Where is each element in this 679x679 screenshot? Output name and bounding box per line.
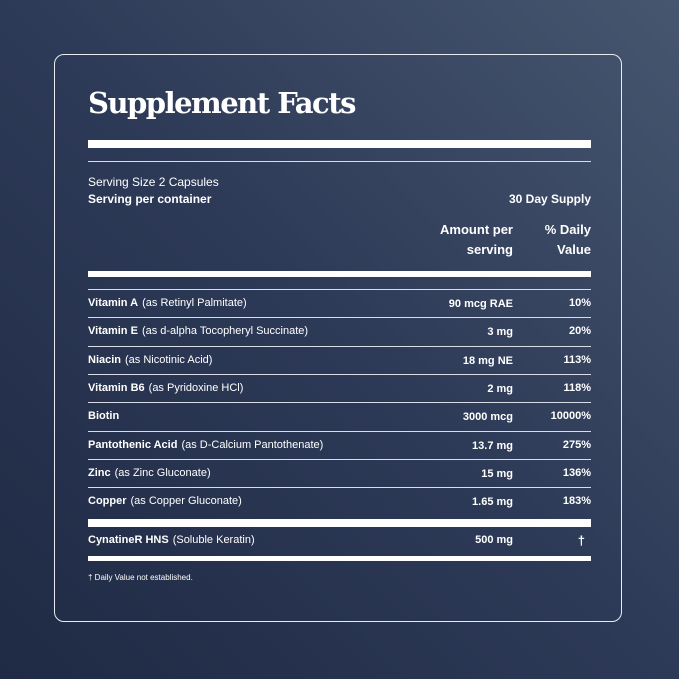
nutrient-source: (as Copper Gluconate) xyxy=(130,495,242,507)
nutrient-name: Pantothenic Acid xyxy=(88,439,178,451)
supplement-facts-card xyxy=(54,54,622,622)
nutrient-name: Vitamin A xyxy=(88,297,139,309)
divider-thin xyxy=(88,161,591,162)
row-divider xyxy=(88,346,591,347)
nutrient-name: Vitamin B6 xyxy=(88,382,145,394)
dagger-mark: † xyxy=(577,533,585,548)
row-divider xyxy=(88,374,591,375)
row-divider xyxy=(88,459,591,460)
nutrient-name: CynatineR HNS xyxy=(88,534,169,546)
nutrient-amount: 13.7 mg xyxy=(472,440,513,452)
nutrient-amount: 1.65 mg xyxy=(472,496,513,508)
nutrient-daily-value: 118% xyxy=(563,382,591,394)
nutrient-row: Vitamin B6 (as Pyridoxine HCl) 2 mg 118% xyxy=(88,374,591,402)
nutrient-row: Niacin (as Nicotinic Acid) 18 mg NE 113% xyxy=(88,346,591,374)
nutrient-source: (as Pyridoxine HCl) xyxy=(148,382,244,394)
nutrient-daily-value: 113% xyxy=(563,354,591,366)
dv-header-line1: % Daily xyxy=(544,222,591,237)
nutrient-daily-value: 183% xyxy=(562,495,591,507)
nutrient-source: (Soluble Keratin) xyxy=(172,534,255,546)
serving-per-container-value: 30 Day Supply xyxy=(508,192,591,206)
serving-per-container-label: Serving per container xyxy=(88,192,212,206)
daily-value-header: % Daily Value xyxy=(545,220,591,260)
nutrient-name: Biotin xyxy=(88,410,120,422)
nutrient-amount: 2 mg xyxy=(487,383,513,395)
nutrient-row: Zinc (as Zinc Gluconate) 15 mg 136% xyxy=(88,459,591,487)
amount-header-line1: Amount per xyxy=(440,222,513,237)
nutrient-source: (as Zinc Gluconate) xyxy=(114,467,211,479)
nutrient-amount: 90 mcg RAE xyxy=(448,298,513,310)
amount-header: Amount per serving xyxy=(440,220,513,260)
nutrient-daily-value: 275% xyxy=(562,439,591,451)
nutrient-amount: 3000 mcg xyxy=(462,411,513,423)
row-divider xyxy=(88,487,591,488)
nutrient-amount: 500 mg xyxy=(475,534,513,546)
nutrient-name: Vitamin E xyxy=(88,325,138,337)
nutrient-source: (as Nicotinic Acid) xyxy=(125,354,213,366)
nutrient-name: Zinc xyxy=(88,467,111,479)
nutrient-daily-value: 136% xyxy=(562,467,591,479)
nutrient-row: Pantothenic Acid (as D-Calcium Pantothena… xyxy=(88,431,591,459)
nutrient-amount: 18 mg NE xyxy=(462,355,513,367)
nutrient-row: Copper (as Copper Gluconate) 1.65 mg 183% xyxy=(88,487,591,515)
nutrient-source: (as Retinyl Palmitate) xyxy=(142,297,247,309)
row-divider xyxy=(88,317,591,318)
nutrient-amount: 3 mg xyxy=(487,326,513,338)
page-title: Supplement Facts xyxy=(88,86,356,120)
amount-header-line2: serving xyxy=(466,242,513,257)
divider-thick xyxy=(88,140,591,148)
nutrient-daily-value: 20% xyxy=(568,325,591,337)
nutrient-name: Copper xyxy=(88,495,127,507)
nutrient-row-other: CynatineR HNS (Soluble Keratin) 500 mg † xyxy=(88,527,591,555)
nutrient-row: Vitamin E (as d-alpha Tocopheryl Succinat… xyxy=(88,317,591,345)
nutrient-row: Vitamin A (as Retinyl Palmitate) 90 mcg R… xyxy=(88,289,591,317)
row-divider xyxy=(88,289,591,290)
divider-thick xyxy=(88,556,591,561)
divider-thick xyxy=(88,519,591,527)
row-divider xyxy=(88,402,591,403)
nutrient-daily-value: 10000% xyxy=(550,410,591,422)
dv-header-line2: Value xyxy=(557,242,591,257)
nutrient-daily-value: 10% xyxy=(568,297,591,309)
nutrient-amount: 15 mg xyxy=(481,468,513,480)
serving-size: Serving Size 2 Capsules xyxy=(88,175,219,189)
nutrient-source: (as d-alpha Tocopheryl Succinate) xyxy=(141,325,309,337)
nutrient-row: Biotin 3000 mcg 10000% xyxy=(88,402,591,430)
nutrient-name: Niacin xyxy=(88,354,122,366)
footnote: † Daily Value not established. xyxy=(88,573,193,582)
nutrient-source: (as D-Calcium Pantothenate) xyxy=(181,439,324,451)
divider-thick xyxy=(88,271,591,277)
row-divider xyxy=(88,431,591,432)
